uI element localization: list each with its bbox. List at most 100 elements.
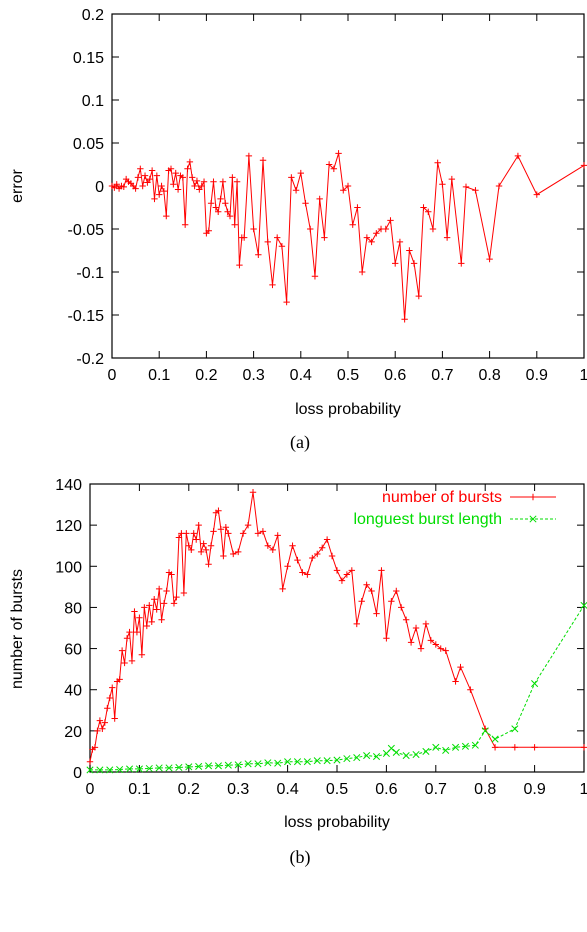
data-point — [205, 762, 213, 770]
x-axis-label-b: loss probability — [284, 814, 390, 831]
data-point — [96, 766, 104, 774]
data-point — [457, 663, 464, 671]
data-point — [284, 563, 291, 570]
data-point — [254, 530, 262, 537]
data-point — [104, 705, 111, 712]
data-point — [184, 165, 191, 172]
y-tick-label: -0.2 — [76, 351, 104, 368]
data-point — [113, 181, 120, 188]
data-point — [249, 489, 257, 496]
data-point — [144, 179, 151, 186]
data-point — [358, 598, 365, 605]
legend: number of bursts longuest burst length — [353, 489, 556, 528]
data-point — [120, 183, 127, 191]
data-point — [181, 221, 189, 228]
x-tick-label: 0.2 — [195, 367, 217, 384]
data-point — [234, 761, 242, 769]
data-point — [173, 593, 180, 601]
data-point — [533, 191, 540, 198]
data-point — [415, 292, 422, 300]
data-point — [86, 766, 94, 774]
data-point — [233, 178, 241, 185]
data-point — [396, 238, 404, 246]
y-tick-label: 80 — [64, 600, 82, 617]
y-tick-label: 40 — [64, 683, 82, 700]
data-point — [353, 620, 360, 628]
data-point — [160, 600, 168, 607]
data-point — [531, 744, 538, 751]
data-point — [207, 200, 215, 207]
data-point — [467, 686, 474, 693]
data-point — [116, 765, 124, 774]
data-point — [269, 281, 276, 289]
data-point — [429, 225, 437, 233]
legend-marker — [529, 515, 537, 523]
data-point — [141, 604, 148, 611]
data-point — [236, 261, 243, 269]
data-point — [195, 521, 202, 529]
series-line-longuest-burst-length — [90, 605, 585, 771]
data-point — [452, 678, 459, 685]
x-tick-label: 0.3 — [242, 367, 264, 384]
data-point — [259, 157, 267, 164]
data-point — [511, 744, 519, 751]
data-point — [125, 765, 134, 773]
data-point — [283, 298, 290, 306]
axis-ticks-b — [89, 483, 585, 773]
data-point — [442, 647, 449, 654]
data-point — [224, 208, 231, 215]
y-tick-label: -0.15 — [68, 308, 105, 325]
data-point — [165, 764, 173, 772]
data-point — [185, 542, 192, 549]
data-point — [91, 744, 99, 751]
data-point — [180, 589, 188, 597]
data-point — [207, 542, 215, 549]
data-point — [210, 528, 217, 535]
data-point — [255, 251, 262, 258]
legend-label-longuest-burst-length: longuest burst length — [353, 511, 502, 528]
data-point — [363, 234, 371, 241]
data-point — [225, 530, 232, 537]
data-point — [170, 181, 177, 188]
data-point — [240, 234, 248, 241]
data-point — [580, 162, 587, 169]
data-point — [155, 764, 163, 772]
data-point — [239, 530, 247, 537]
data-point — [392, 748, 400, 757]
x-tick-label: 0.9 — [526, 367, 548, 384]
x-tick-label: 0.7 — [431, 367, 453, 384]
data-point — [138, 651, 146, 658]
data-point — [402, 616, 410, 623]
x-tick-label: 0.4 — [276, 781, 298, 798]
data-point — [134, 174, 142, 181]
data-point — [250, 225, 257, 233]
data-point — [224, 761, 232, 769]
data-point — [412, 624, 420, 632]
data-point — [437, 645, 444, 652]
data-point — [215, 507, 222, 514]
x-tick-label: 0.8 — [474, 781, 496, 798]
data-point — [217, 526, 225, 533]
x-tick-label: 0.5 — [326, 781, 348, 798]
x-tick-label: 0.3 — [227, 781, 249, 798]
data-point — [167, 165, 175, 172]
data-point — [146, 602, 153, 609]
data-point — [511, 725, 519, 733]
data-point — [189, 174, 196, 181]
data-point — [158, 616, 165, 623]
data-point — [190, 530, 197, 537]
data-point — [198, 182, 205, 190]
legend-swatch-longuest-burst-length — [510, 515, 556, 523]
data-point — [231, 221, 238, 228]
data-point — [245, 152, 253, 160]
data-point — [136, 614, 143, 621]
data-point — [264, 542, 272, 549]
x-tick-label: 0.1 — [148, 367, 170, 384]
data-point — [328, 552, 336, 560]
data-point — [410, 260, 418, 267]
data-point — [420, 204, 427, 211]
x-tick-label: 0.9 — [523, 781, 545, 798]
plot-frame-b — [89, 483, 585, 773]
data-point — [471, 741, 479, 749]
